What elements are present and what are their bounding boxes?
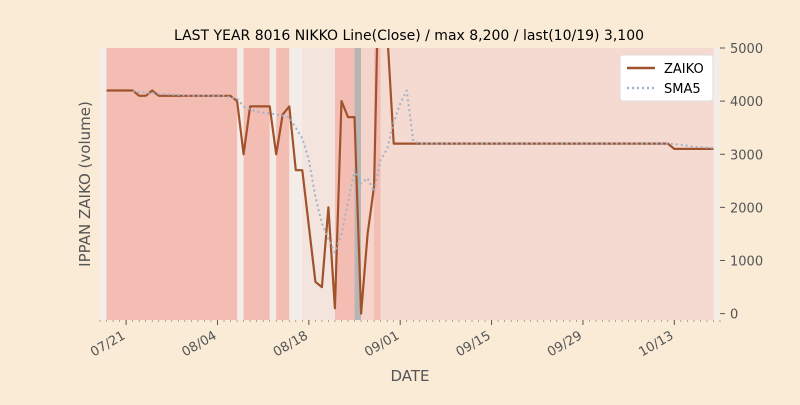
shaded-spans <box>106 48 714 320</box>
shaded-span-3 <box>302 48 335 320</box>
x-tick-label-1: 08/04 <box>180 328 220 360</box>
y-tick-label-5: 5000 <box>730 42 763 57</box>
legend: ZAIKO SMA5 <box>619 54 714 102</box>
shaded-span-0 <box>106 48 238 320</box>
legend-box <box>619 54 714 102</box>
x-tick-label-2: 08/18 <box>271 328 311 360</box>
shaded-span-2 <box>276 48 290 320</box>
series-line-zaiko <box>106 48 714 315</box>
y-tick-label-4: 4000 <box>730 95 763 110</box>
x-axis: 07/21 08/04 08/18 09/01 09/15 09/29 10/13 <box>88 320 721 360</box>
series-line-sma5 <box>132 89 714 254</box>
x-tick-label-3: 09/01 <box>362 328 402 360</box>
x-tick-label-5: 09/29 <box>545 328 585 360</box>
legend-label-zaiko: ZAIKO <box>664 62 704 77</box>
y-tick-label-1: 1000 <box>730 255 763 270</box>
chart-title: LAST YEAR 8016 NIKKO Line(Close) / max 8… <box>174 28 644 44</box>
y-axis: 0 1000 2000 3000 4000 5000 <box>720 42 763 323</box>
plot-area <box>100 48 720 320</box>
shaded-span-7 <box>374 48 381 320</box>
x-tick-label-4: 09/15 <box>454 328 494 360</box>
x-axis-label: DATE <box>390 367 429 385</box>
y-tick-label-2: 2000 <box>730 201 763 216</box>
x-tick-label-6: 10/13 <box>636 328 676 360</box>
y-tick-label-3: 3000 <box>730 148 763 163</box>
shaded-span-1 <box>243 48 270 320</box>
y-tick-label-0: 0 <box>730 308 738 323</box>
series-lines <box>106 48 714 315</box>
x-tick-label-0: 07/21 <box>88 328 128 360</box>
y-axis-label: IPPAN ZAIKO (volume) <box>76 101 94 267</box>
legend-label-sma5: SMA5 <box>664 82 701 97</box>
shaded-span-6 <box>361 48 375 320</box>
